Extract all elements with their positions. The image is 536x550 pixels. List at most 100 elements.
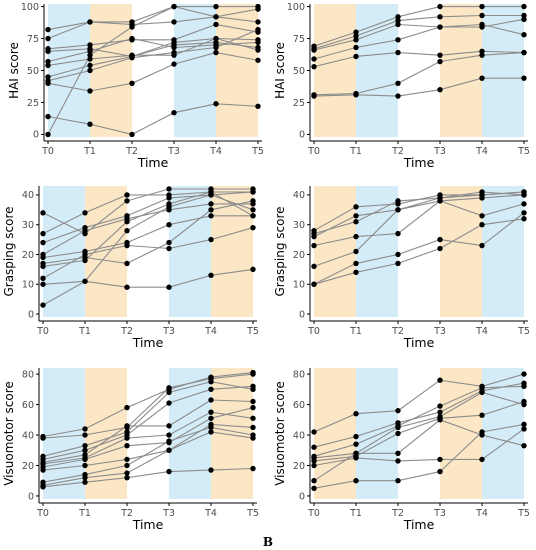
shade-band-T4-T5: [216, 4, 258, 137]
x-tick-label: T1: [349, 508, 362, 519]
data-point-6-T3: [166, 239, 172, 246]
x-tick-label: T4: [204, 508, 217, 519]
data-point-3-T5: [521, 383, 527, 389]
x-axis-title: Time: [132, 517, 164, 532]
data-point-7-T3: [171, 39, 177, 46]
data-point-10-T3: [166, 447, 172, 453]
y-tick-label: 0: [299, 309, 305, 320]
series-line-10: [47, 103, 259, 135]
series-line-11: [47, 6, 259, 135]
data-point-2-T2: [395, 198, 401, 204]
data-point-5-T2: [124, 423, 130, 429]
y-tick-label: 25: [293, 98, 305, 109]
data-point-9-T2: [129, 80, 135, 86]
y-axis-title: HAI score: [273, 42, 287, 99]
y-tick-label: 20: [293, 250, 305, 261]
data-point-3-T5: [250, 189, 256, 195]
x-tick-label: T5: [251, 146, 264, 157]
data-point-3-T1: [87, 42, 93, 48]
data-point-9-T4: [208, 424, 214, 431]
shade-band-T4-T5: [482, 4, 524, 137]
series-line-2: [42, 373, 254, 439]
x-axis-title: Time: [403, 155, 435, 170]
data-point-7-T0: [311, 478, 317, 484]
x-tick-label: T0: [307, 508, 320, 519]
data-point-7-T3: [437, 417, 443, 423]
data-point-4-T5: [250, 383, 256, 389]
x-tick-label: T2: [120, 508, 133, 519]
data-point-3-T1: [82, 442, 88, 449]
data-point-4-T2: [395, 424, 401, 431]
data-point-11-T2: [124, 474, 130, 481]
data-point-1-T5: [521, 3, 527, 10]
data-point-7-T2: [124, 219, 130, 225]
data-point-7-T3: [437, 86, 443, 93]
data-point-3-T3: [437, 403, 443, 409]
shade-band-T3-T4: [169, 186, 211, 317]
data-point-7-T1: [82, 257, 88, 264]
data-point-4-T1: [82, 447, 88, 453]
series-line-7: [42, 407, 254, 468]
series-line-1: [313, 373, 525, 433]
data-point-6-T3: [437, 236, 443, 243]
series-line-6: [313, 212, 525, 285]
data-point-8-T3: [166, 245, 172, 252]
series-line-2: [313, 191, 525, 235]
data-point-8-T3: [171, 49, 177, 56]
data-point-3-T0: [40, 239, 46, 246]
shade-band-T3-T4: [174, 4, 216, 137]
data-point-5-T3: [166, 423, 172, 429]
data-point-3-T4: [213, 21, 219, 28]
series-line-7: [313, 77, 524, 97]
data-point-9-T1: [87, 88, 93, 94]
series-line-3: [313, 194, 525, 238]
panel-hai-right: 0 25 50 75 100 T0 T1 T2 T3 T4 T5 Time HAI score: [273, 2, 530, 170]
y-tick-label: 30: [293, 220, 305, 231]
y-tick-label: 0: [28, 309, 34, 320]
y-tick-label: 80: [22, 369, 34, 380]
series-line-3: [42, 381, 254, 457]
y-tick-label: 60: [293, 400, 305, 411]
data-point-7-T1: [82, 456, 88, 463]
x-tick-label: T2: [391, 508, 404, 519]
y-tick-label: 20: [22, 461, 34, 472]
data-point-2-T1: [87, 19, 93, 25]
y-tick-label: 30: [22, 220, 34, 231]
data-point-7-T2: [395, 93, 401, 99]
series-line-9: [42, 268, 254, 288]
series-line-7: [42, 191, 254, 267]
data-point-5-T0: [311, 458, 317, 464]
data-point-10-T3: [171, 110, 177, 116]
series-line-2: [47, 16, 259, 40]
data-point-5-T1: [353, 248, 359, 255]
data-point-2-T0: [45, 35, 51, 42]
data-point-2-T3: [171, 19, 177, 25]
data-point-2-T1: [353, 219, 359, 225]
data-point-7-T0: [311, 93, 317, 99]
data-point-10-T1: [82, 474, 88, 481]
data-point-3-T3: [166, 389, 172, 396]
data-point-10-T5: [255, 103, 261, 110]
data-point-1-T1: [353, 29, 359, 35]
data-point-5-T3: [166, 222, 172, 228]
series-line-4: [313, 23, 525, 60]
series-line-8: [42, 423, 254, 471]
data-point-11-T0: [45, 131, 51, 138]
data-point-7-T4: [479, 75, 485, 81]
x-tick-label: T2: [120, 326, 133, 337]
data-point-8-T4: [213, 44, 219, 51]
data-point-5-T0: [311, 63, 317, 70]
x-tick-label: T1: [349, 146, 362, 157]
data-point-9-T0: [40, 281, 46, 287]
shade-band-T0-T1: [43, 186, 85, 317]
y-tick-label: 80: [293, 369, 305, 380]
data-point-8-T2: [124, 242, 130, 249]
data-point-7-T5: [250, 404, 256, 411]
series-line-6: [42, 411, 254, 465]
series-line-2: [313, 14, 524, 50]
data-point-11-T2: [129, 24, 135, 30]
data-point-7-T2: [124, 442, 130, 449]
data-point-6-T0: [311, 462, 317, 469]
data-point-5-T4: [479, 48, 485, 55]
data-point-4-T5: [521, 201, 527, 207]
